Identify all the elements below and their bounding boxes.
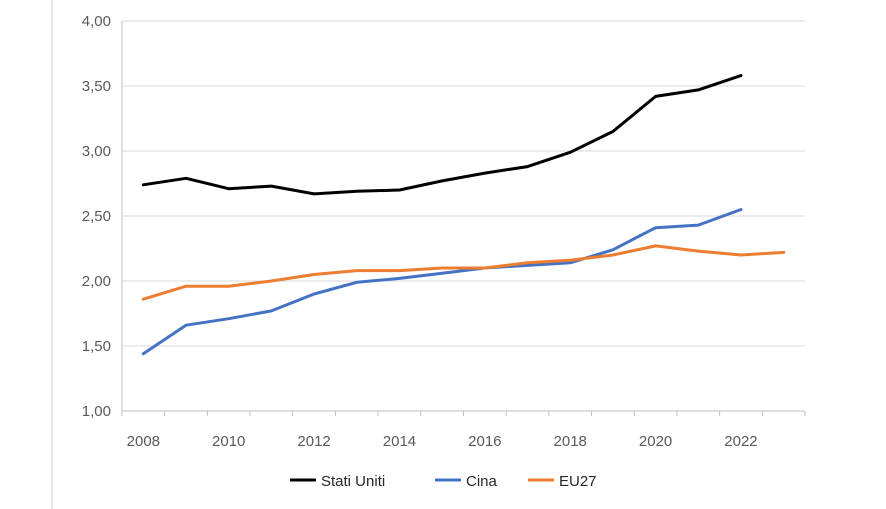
y-tick-label: 3,00 bbox=[82, 143, 111, 160]
x-tick-label: 2014 bbox=[383, 433, 416, 450]
legend-item: EU27 bbox=[528, 473, 597, 490]
gridlines bbox=[122, 20, 805, 347]
series-line-stati-uniti bbox=[141, 74, 743, 196]
y-tick-label: 1,50 bbox=[82, 338, 111, 355]
series-lines bbox=[141, 74, 786, 356]
x-tick-label: 2016 bbox=[468, 433, 501, 450]
legend-label: EU27 bbox=[559, 473, 597, 490]
legend: Stati Uniti Cina EU27 bbox=[290, 473, 597, 490]
legend-item: Cina bbox=[435, 473, 498, 490]
x-tick-label: 2010 bbox=[212, 433, 245, 450]
legend-label: Cina bbox=[466, 473, 498, 490]
y-tick-label: 4,00 bbox=[82, 13, 111, 30]
y-tick-label: 2,00 bbox=[82, 273, 111, 290]
x-axis bbox=[121, 21, 806, 416]
x-tick-label: 2018 bbox=[554, 433, 587, 450]
legend-item: Stati Uniti bbox=[290, 473, 385, 490]
y-tick-label: 1,00 bbox=[82, 403, 111, 420]
x-tick-label: 2022 bbox=[724, 433, 757, 450]
series-line-eu27 bbox=[141, 244, 786, 301]
y-axis-ticks: 1,00 1,50 2,00 2,50 3,00 3,50 4,00 bbox=[82, 13, 111, 420]
series-line-cina bbox=[141, 208, 743, 356]
x-axis-ticks: 2008 2010 2012 2014 2016 2018 2020 2022 bbox=[127, 433, 758, 450]
y-tick-label: 2,50 bbox=[82, 208, 111, 225]
y-tick-label: 3,50 bbox=[82, 78, 111, 95]
x-tick-label: 2020 bbox=[639, 433, 672, 450]
x-tick-label: 2008 bbox=[127, 433, 160, 450]
legend-label: Stati Uniti bbox=[321, 473, 385, 490]
x-tick-label: 2012 bbox=[297, 433, 330, 450]
